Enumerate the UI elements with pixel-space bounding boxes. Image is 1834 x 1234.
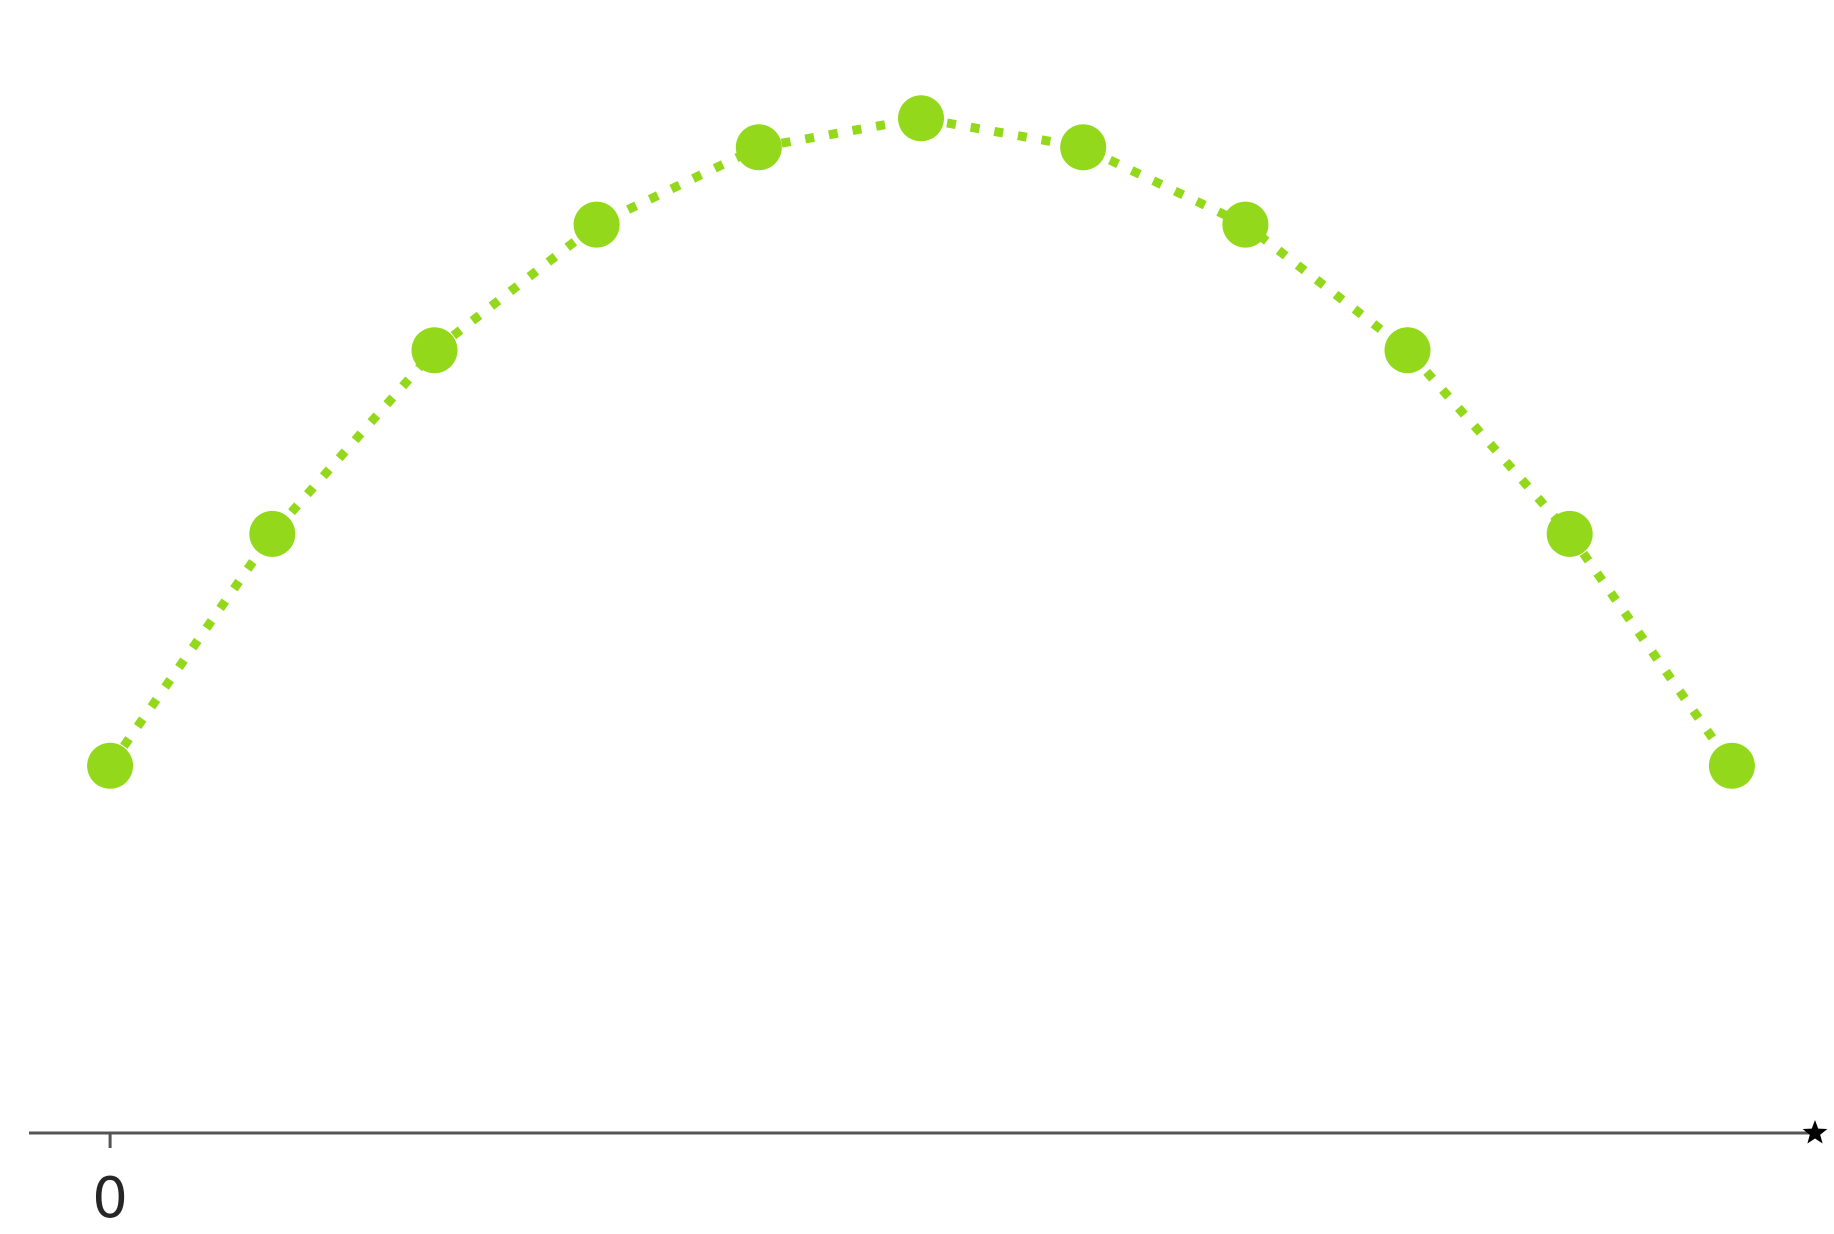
data-point xyxy=(411,327,458,374)
x-tick-label: 0 xyxy=(92,1166,128,1231)
data-point xyxy=(249,510,296,557)
data-point xyxy=(1222,201,1269,248)
data-point xyxy=(1384,327,1431,374)
x-axis-end-star-icon xyxy=(1802,1120,1828,1144)
data-point xyxy=(1060,124,1107,171)
x-axis: 0 xyxy=(29,1120,1828,1231)
data-point xyxy=(1708,742,1755,789)
data-point xyxy=(573,201,620,248)
data-point xyxy=(87,742,134,789)
data-point xyxy=(735,124,782,171)
data-point xyxy=(898,95,944,142)
series-layer xyxy=(87,95,1755,789)
series-0-line xyxy=(106,113,1736,769)
x-ticks: 0 xyxy=(92,1133,128,1231)
data-point xyxy=(1546,510,1593,557)
